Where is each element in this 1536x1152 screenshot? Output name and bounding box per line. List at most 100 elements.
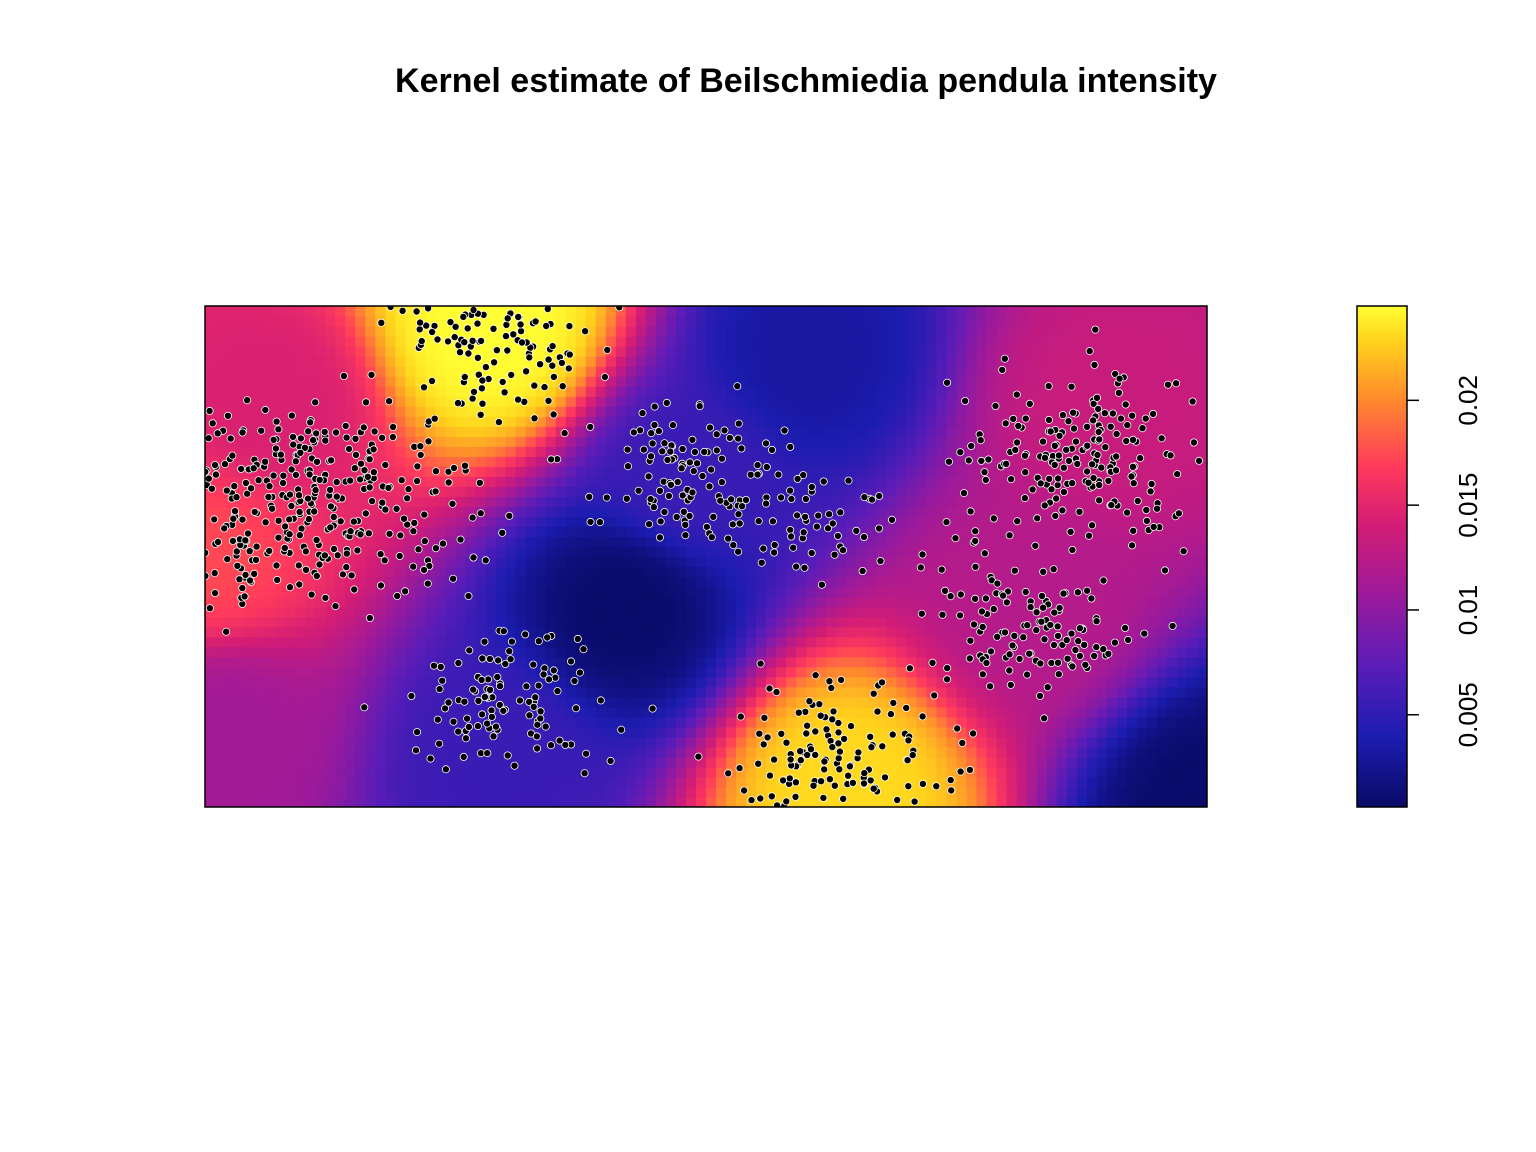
heatmap-cell [205, 346, 216, 357]
heatmap-cell [515, 726, 527, 738]
heatmap-cell [1186, 316, 1198, 327]
heatmap-cell [1076, 726, 1088, 738]
heatmap-cell [756, 396, 767, 407]
heatmap-cell [736, 676, 747, 688]
heatmap-cell [205, 616, 216, 628]
heatmap-cell [786, 446, 797, 457]
heatmap-cell [1106, 596, 1118, 608]
heatmap-cell [635, 336, 647, 347]
heatmap-cell [335, 346, 346, 357]
heatmap-cell [726, 316, 737, 327]
heatmap-cell [916, 306, 928, 317]
heatmap-cell [1066, 776, 1078, 788]
heatmap-cell [285, 766, 296, 778]
heatmap-cell [906, 346, 918, 357]
heatmap-cell [1116, 576, 1128, 588]
heatmap-cell [856, 426, 867, 437]
heatmap-cell [1006, 556, 1018, 568]
heatmap-cell [736, 756, 747, 768]
heatmap-cell [796, 776, 807, 788]
heatmap-cell [225, 716, 236, 728]
heatmap-cell [896, 566, 907, 578]
heatmap-cell [355, 586, 366, 598]
heatmap-cell [936, 776, 948, 788]
heatmap-cell [565, 636, 577, 648]
heatmap-cell [665, 776, 677, 788]
heatmap-cell [706, 426, 717, 437]
heatmap-cell [796, 796, 807, 807]
heatmap-cell [465, 666, 477, 678]
heatmap-cell [1166, 346, 1178, 357]
heatmap-cell [415, 396, 427, 407]
heatmap-cell [235, 726, 246, 738]
heatmap-cell [1126, 356, 1138, 367]
heatmap-cell [235, 696, 246, 708]
heatmap-cell [675, 316, 687, 327]
heatmap-cell [385, 566, 396, 578]
heatmap-cell [425, 536, 437, 548]
heatmap-cell [595, 386, 607, 397]
heatmap-cell [1056, 476, 1068, 487]
heatmap-cell [996, 466, 1008, 477]
heatmap-cell [295, 656, 306, 668]
heatmap-cell [1136, 376, 1148, 387]
heatmap-cell [706, 676, 717, 688]
heatmap-cell [1186, 776, 1198, 788]
heatmap-cell [345, 436, 356, 447]
heatmap-cell [1106, 766, 1118, 778]
heatmap-cell [455, 476, 467, 487]
heatmap-cell [345, 546, 356, 558]
heatmap-cell [345, 726, 356, 738]
heatmap-cell [956, 596, 968, 608]
heatmap-cell [635, 536, 647, 548]
heatmap-cell [435, 616, 447, 628]
heatmap-cell [605, 386, 617, 397]
heatmap-cell [585, 486, 597, 497]
heatmap-cell [786, 736, 797, 748]
heatmap-cell [245, 306, 256, 317]
heatmap-cell [796, 596, 807, 608]
heatmap-cell [265, 306, 276, 317]
heatmap-cell [706, 766, 717, 778]
heatmap-cell [996, 656, 1008, 668]
heatmap-cell [926, 706, 938, 718]
heatmap-cell [796, 636, 807, 648]
heatmap-cell [335, 396, 346, 407]
heatmap-cell [1056, 366, 1068, 377]
heatmap-cell [946, 406, 958, 417]
heatmap-cell [325, 606, 336, 618]
heatmap-cell [1096, 616, 1108, 628]
heatmap-cell [555, 406, 567, 417]
heatmap-cell [375, 486, 386, 497]
heatmap-cell [265, 736, 276, 748]
heatmap-cell [746, 406, 757, 417]
heatmap-cell [716, 706, 727, 718]
heatmap-cell [355, 366, 366, 377]
heatmap-cell [255, 596, 266, 608]
heatmap-cell [766, 526, 777, 538]
heatmap-cell [796, 516, 807, 528]
heatmap-cell [796, 656, 807, 668]
heatmap-cell [796, 406, 807, 417]
heatmap-cell [245, 336, 256, 347]
heatmap-cell [1146, 336, 1158, 347]
heatmap-cell [1176, 786, 1188, 798]
heatmap-cell [385, 656, 396, 668]
heatmap-cell [846, 766, 857, 778]
heatmap-cell [716, 656, 727, 668]
heatmap-cell [1076, 576, 1088, 588]
heatmap-cell [415, 466, 427, 477]
heatmap-cell [225, 506, 236, 518]
heatmap-cell [886, 606, 897, 618]
heatmap-cell [595, 556, 607, 568]
heatmap-cell [415, 426, 427, 437]
heatmap-cell [926, 386, 938, 397]
heatmap-cell [475, 526, 487, 538]
heatmap-cell [906, 636, 918, 648]
heatmap-cell [665, 576, 677, 588]
heatmap-cell [215, 696, 226, 708]
heatmap-cell [766, 796, 777, 807]
heatmap-cell [906, 606, 918, 618]
heatmap-cell [385, 696, 396, 708]
heatmap-cell [826, 686, 837, 698]
